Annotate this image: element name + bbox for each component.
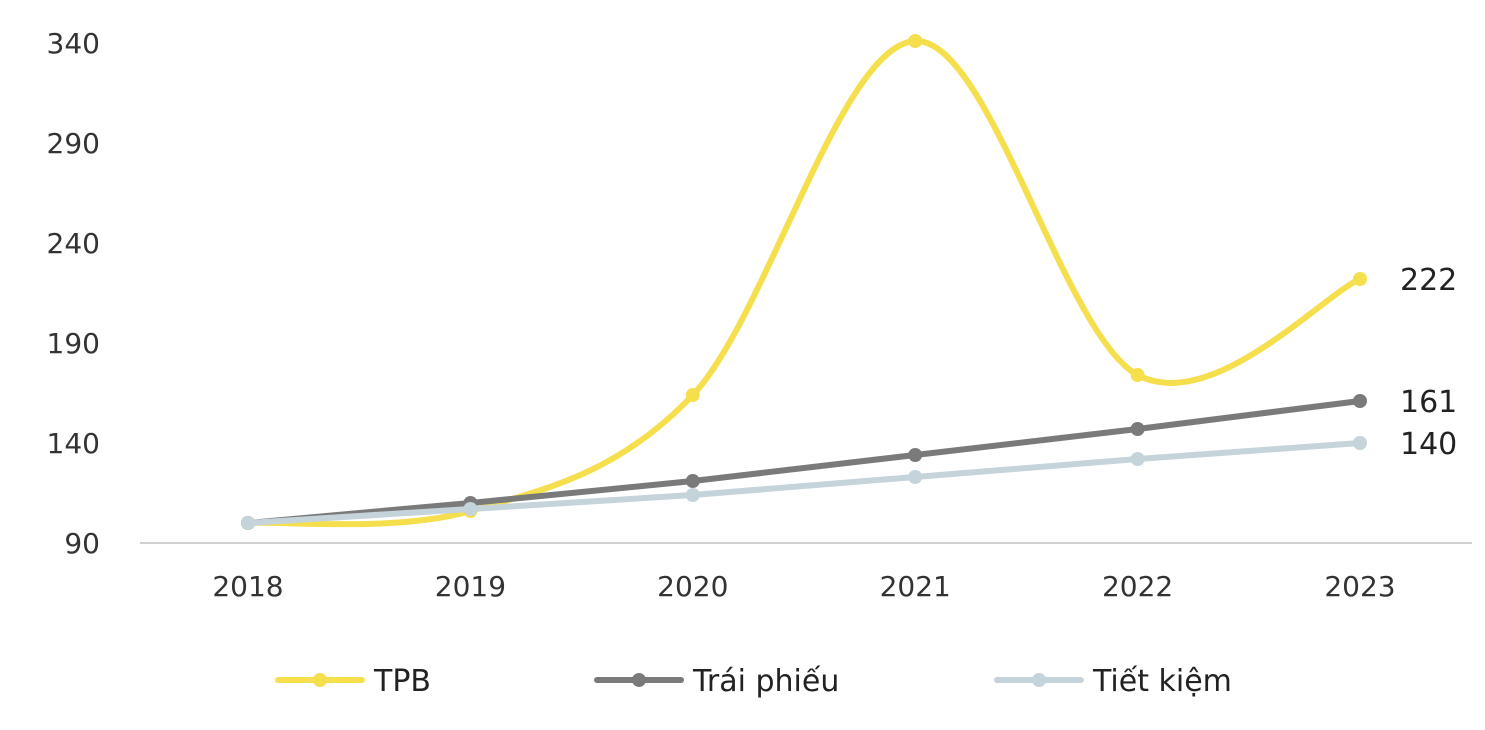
x-tick-label: 2020 — [657, 570, 728, 603]
x-tick-label: 2021 — [880, 570, 951, 603]
data-point-tpb — [908, 34, 923, 48]
end-label-tpb: 222 — [1400, 263, 1457, 298]
legend-item-trai-phieu: Trái phiếu — [594, 664, 839, 699]
y-tick-label: 240 — [47, 227, 100, 260]
series-line-tiet-kiem — [245, 440, 1363, 526]
series-tiet-kiem — [241, 436, 1367, 530]
y-tick-label: 190 — [47, 327, 100, 360]
legend-marker-trai-phieu — [632, 673, 646, 687]
y-tick-label: 140 — [47, 427, 100, 460]
data-point-tiet-kiem — [241, 516, 255, 530]
end-labels: 222 161 140 — [1400, 263, 1457, 462]
x-tick-label: 2023 — [1324, 570, 1395, 603]
data-point-tiet-kiem — [1353, 436, 1367, 450]
end-label-trai-phieu: 161 — [1400, 385, 1457, 420]
data-point-trai-phieu — [908, 448, 923, 462]
legend-label-trai-phieu: Trái phiếu — [692, 664, 839, 699]
x-axis-ticks: 2018 2019 2020 2021 2022 2023 — [212, 570, 1395, 603]
legend-label-tpb: TPB — [373, 664, 431, 699]
series-lines — [241, 34, 1367, 530]
legend-marker-tpb — [313, 673, 327, 687]
x-tick-label: 2019 — [435, 570, 506, 603]
legend-label-tiet-kiem: Tiết kiệm — [1092, 664, 1232, 699]
legend-marker-tiet-kiem — [1032, 673, 1046, 687]
data-point-trai-phieu — [1130, 422, 1145, 436]
series-line-tpb — [245, 37, 1363, 528]
y-tick-label: 90 — [64, 527, 100, 560]
x-tick-label: 2022 — [1102, 570, 1173, 603]
end-label-tiet-kiem: 140 — [1400, 427, 1457, 462]
y-axis-ticks: 340 290 240 190 140 90 — [47, 27, 100, 560]
legend-item-tpb: TPB — [275, 664, 431, 699]
x-tick-label: 2018 — [212, 570, 283, 603]
series-trai-phieu — [241, 394, 1367, 530]
data-point-tpb — [685, 388, 700, 402]
data-point-trai-phieu — [685, 474, 700, 488]
y-tick-label: 290 — [47, 127, 100, 160]
data-point-tiet-kiem — [463, 502, 478, 516]
legend: TPB Trái phiếu Tiết kiệm — [275, 664, 1232, 699]
data-point-trai-phieu — [1353, 394, 1367, 408]
data-point-tpb — [1353, 272, 1367, 286]
data-point-tiet-kiem — [908, 470, 923, 484]
data-point-tiet-kiem — [1130, 452, 1145, 466]
y-tick-label: 340 — [47, 27, 100, 60]
legend-item-tiet-kiem: Tiết kiệm — [994, 664, 1232, 699]
series-line-trai-phieu — [245, 398, 1363, 526]
data-point-tpb — [1130, 368, 1145, 382]
data-point-tiet-kiem — [685, 488, 700, 502]
